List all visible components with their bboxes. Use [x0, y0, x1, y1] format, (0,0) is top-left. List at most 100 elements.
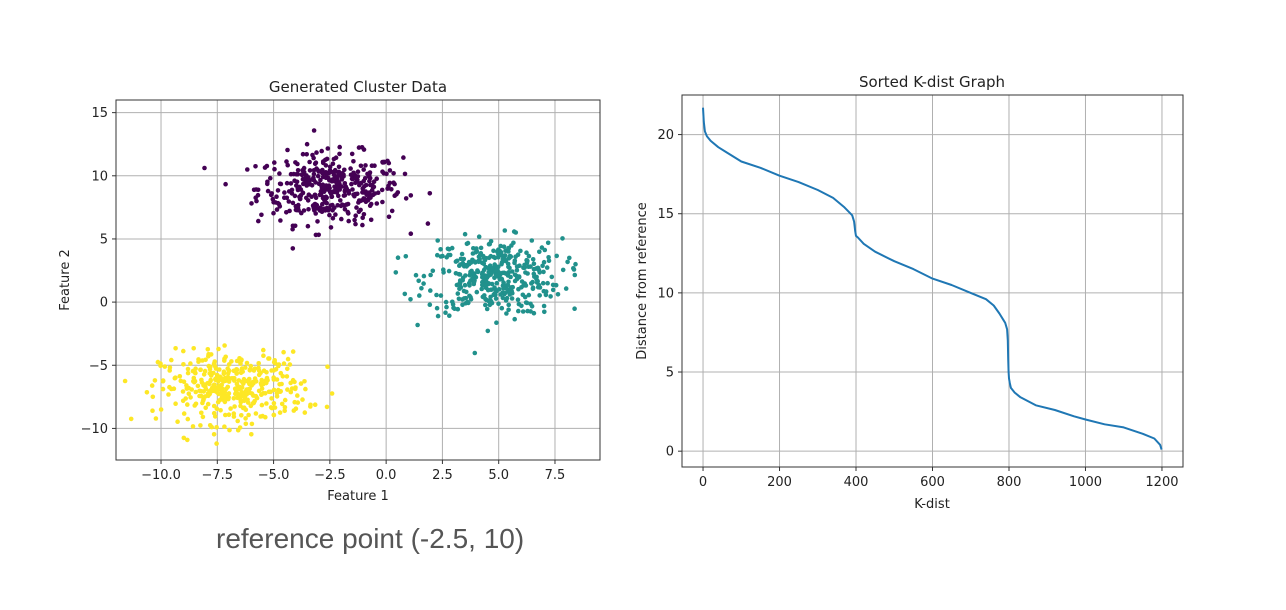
scatter-point	[351, 192, 356, 197]
scatter-point	[339, 216, 344, 222]
scatter-point	[293, 204, 299, 209]
scatter-point	[443, 299, 449, 305]
scatter-point	[507, 255, 512, 261]
scatter-point	[249, 391, 255, 396]
scatter-point	[271, 401, 277, 406]
scatter-point	[499, 305, 505, 311]
scatter-point	[530, 257, 536, 262]
scatter-point	[572, 272, 578, 278]
scatter-point	[181, 435, 187, 441]
scatter-point	[324, 195, 330, 201]
scatter-point	[245, 387, 250, 392]
scatter-point	[311, 128, 317, 133]
scatter-point	[186, 391, 192, 397]
x-tick-label: 2.5	[432, 468, 453, 483]
scatter-point	[189, 387, 194, 392]
scatter-point	[301, 181, 306, 187]
scatter-point	[481, 267, 487, 273]
y-axis-ticks: 15 10 5 0 −5 −10	[81, 106, 116, 437]
scatter-point	[416, 278, 422, 284]
scatter-point	[185, 370, 191, 376]
scatter-point	[565, 259, 570, 265]
scatter-point	[295, 186, 301, 191]
scatter-point	[528, 301, 533, 307]
scatter-point	[428, 272, 433, 278]
scatter-point	[266, 389, 272, 395]
scatter-point	[402, 171, 408, 177]
scatter-point	[226, 379, 232, 384]
scatter-point	[241, 405, 247, 411]
scatter-point	[271, 387, 277, 393]
scatter-point	[185, 416, 191, 422]
scatter-point	[222, 424, 227, 430]
scatter-point	[517, 263, 522, 269]
scatter-point	[526, 253, 532, 259]
scatter-point	[428, 288, 433, 293]
scatter-point	[288, 181, 294, 186]
scatter-point	[457, 286, 462, 292]
scatter-point	[169, 357, 174, 363]
scatter-point	[311, 206, 317, 211]
scatter-point	[427, 191, 433, 196]
scatter-point	[408, 193, 414, 198]
scatter-point	[173, 346, 178, 351]
scatter-point	[365, 197, 371, 203]
scatter-point	[469, 268, 474, 274]
scatter-point	[522, 294, 528, 300]
scatter-point	[567, 255, 572, 261]
scatter-point	[261, 353, 266, 359]
scatter-point	[504, 295, 510, 301]
scatter-point	[497, 277, 503, 282]
scatter-point	[476, 254, 482, 260]
scatter-point	[234, 358, 240, 364]
scatter-point	[453, 271, 459, 276]
scatter-point	[541, 303, 547, 309]
scatter-point	[473, 249, 479, 255]
scatter-point	[360, 186, 366, 191]
y-axis-label: Feature 2	[58, 249, 73, 311]
scatter-point	[255, 218, 261, 224]
scatter-point	[221, 369, 227, 375]
grid-lines	[116, 100, 600, 460]
scatter-point	[479, 286, 485, 292]
scatter-point	[207, 381, 212, 387]
scatter-point	[348, 166, 353, 171]
scatter-point	[326, 184, 331, 189]
scatter-point	[216, 346, 221, 352]
scatter-point	[200, 398, 206, 404]
scatter-point	[524, 300, 530, 306]
scatter-point	[355, 179, 360, 184]
x-tick-label: 800	[997, 475, 1022, 490]
scatter-point	[166, 392, 171, 397]
scatter-point	[358, 180, 364, 186]
scatter-point	[288, 389, 294, 395]
scatter-point	[472, 350, 478, 356]
scatter-point	[438, 247, 443, 252]
scatter-point	[368, 201, 374, 207]
scatter-point	[524, 250, 529, 255]
scatter-point	[330, 161, 336, 166]
scatter-point	[345, 209, 351, 215]
scatter-point	[340, 171, 345, 176]
scatter-point	[247, 368, 253, 373]
scatter-point	[255, 192, 261, 198]
scatter-point	[302, 410, 308, 415]
scatter-point	[193, 389, 199, 395]
scatter-point	[239, 413, 244, 418]
scatter-point	[541, 269, 546, 275]
scatter-point	[198, 423, 203, 428]
scatter-point	[360, 222, 365, 228]
scatter-point	[305, 223, 311, 229]
scatter-point	[489, 281, 495, 287]
scatter-point	[518, 248, 523, 254]
scatter-point	[299, 172, 305, 178]
scatter-point	[434, 305, 440, 311]
scatter-point	[403, 196, 409, 201]
scatter-point	[300, 397, 305, 402]
scatter-point	[258, 414, 263, 419]
scatter-point	[494, 280, 500, 286]
scatter-point	[380, 199, 385, 205]
x-tick-label: 5.0	[488, 468, 509, 483]
scatter-point	[226, 362, 232, 367]
scatter-point	[301, 165, 307, 171]
